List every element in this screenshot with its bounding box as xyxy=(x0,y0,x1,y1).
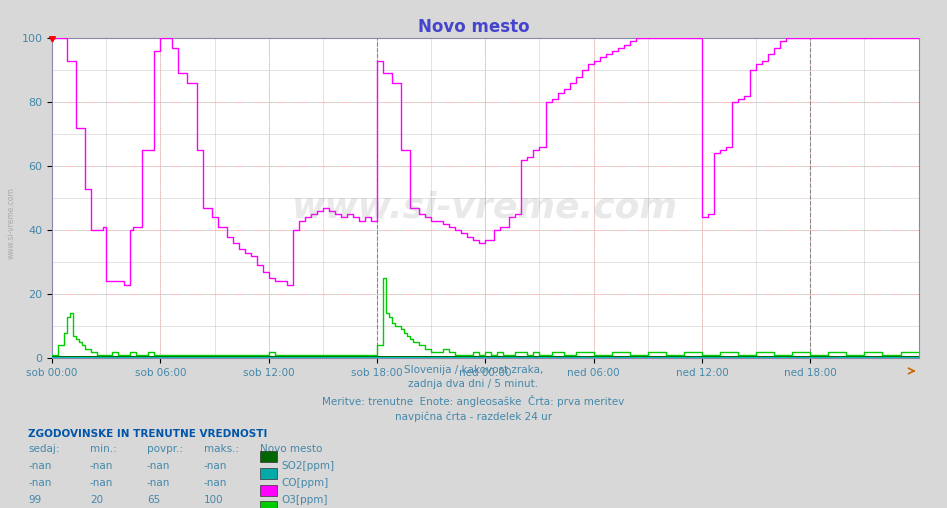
Text: 100: 100 xyxy=(204,495,223,505)
Text: -nan: -nan xyxy=(90,478,114,488)
Text: CO[ppm]: CO[ppm] xyxy=(281,478,329,488)
Text: sedaj:: sedaj: xyxy=(28,444,60,455)
Text: -nan: -nan xyxy=(147,461,170,471)
Text: 99: 99 xyxy=(28,495,42,505)
Text: -nan: -nan xyxy=(204,478,227,488)
Text: 20: 20 xyxy=(90,495,103,505)
Text: www.si-vreme.com: www.si-vreme.com xyxy=(7,187,16,260)
Text: 65: 65 xyxy=(147,495,160,505)
Text: SO2[ppm]: SO2[ppm] xyxy=(281,461,334,471)
Text: maks.:: maks.: xyxy=(204,444,239,455)
Text: Novo mesto: Novo mesto xyxy=(260,444,323,455)
Text: min.:: min.: xyxy=(90,444,116,455)
Text: -nan: -nan xyxy=(204,461,227,471)
Text: -nan: -nan xyxy=(28,461,52,471)
Text: Slovenija / kakovost zraka,
zadnja dva dni / 5 minut.
Meritve: trenutne  Enote: : Slovenija / kakovost zraka, zadnja dva d… xyxy=(322,365,625,422)
Text: O3[ppm]: O3[ppm] xyxy=(281,495,328,505)
Text: -nan: -nan xyxy=(28,478,52,488)
Text: povpr.:: povpr.: xyxy=(147,444,183,455)
Text: Novo mesto: Novo mesto xyxy=(418,18,529,36)
Text: -nan: -nan xyxy=(147,478,170,488)
Text: www.si-vreme.com: www.si-vreme.com xyxy=(293,190,678,225)
Text: -nan: -nan xyxy=(90,461,114,471)
Text: ZGODOVINSKE IN TRENUTNE VREDNOSTI: ZGODOVINSKE IN TRENUTNE VREDNOSTI xyxy=(28,429,268,439)
